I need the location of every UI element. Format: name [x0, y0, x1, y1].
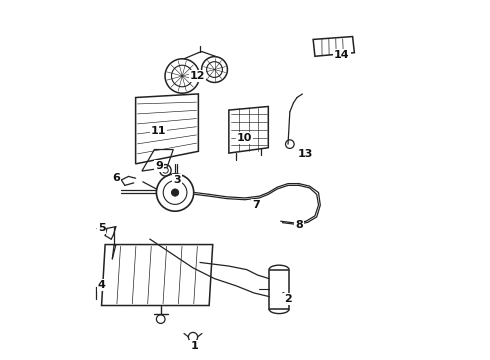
- Text: 13: 13: [297, 149, 313, 159]
- Text: 6: 6: [112, 173, 120, 183]
- Text: 1: 1: [190, 341, 198, 351]
- Text: 14: 14: [334, 50, 350, 60]
- Circle shape: [172, 189, 179, 196]
- Text: 9: 9: [155, 161, 163, 171]
- Text: 7: 7: [252, 200, 260, 210]
- Text: 5: 5: [98, 224, 105, 233]
- Text: 4: 4: [98, 280, 105, 290]
- Text: 2: 2: [284, 294, 292, 304]
- Text: 10: 10: [237, 133, 252, 143]
- Bar: [269, 270, 289, 309]
- Text: 11: 11: [150, 126, 166, 135]
- Text: 3: 3: [173, 175, 181, 185]
- Text: 12: 12: [190, 71, 205, 81]
- Text: 8: 8: [295, 220, 303, 230]
